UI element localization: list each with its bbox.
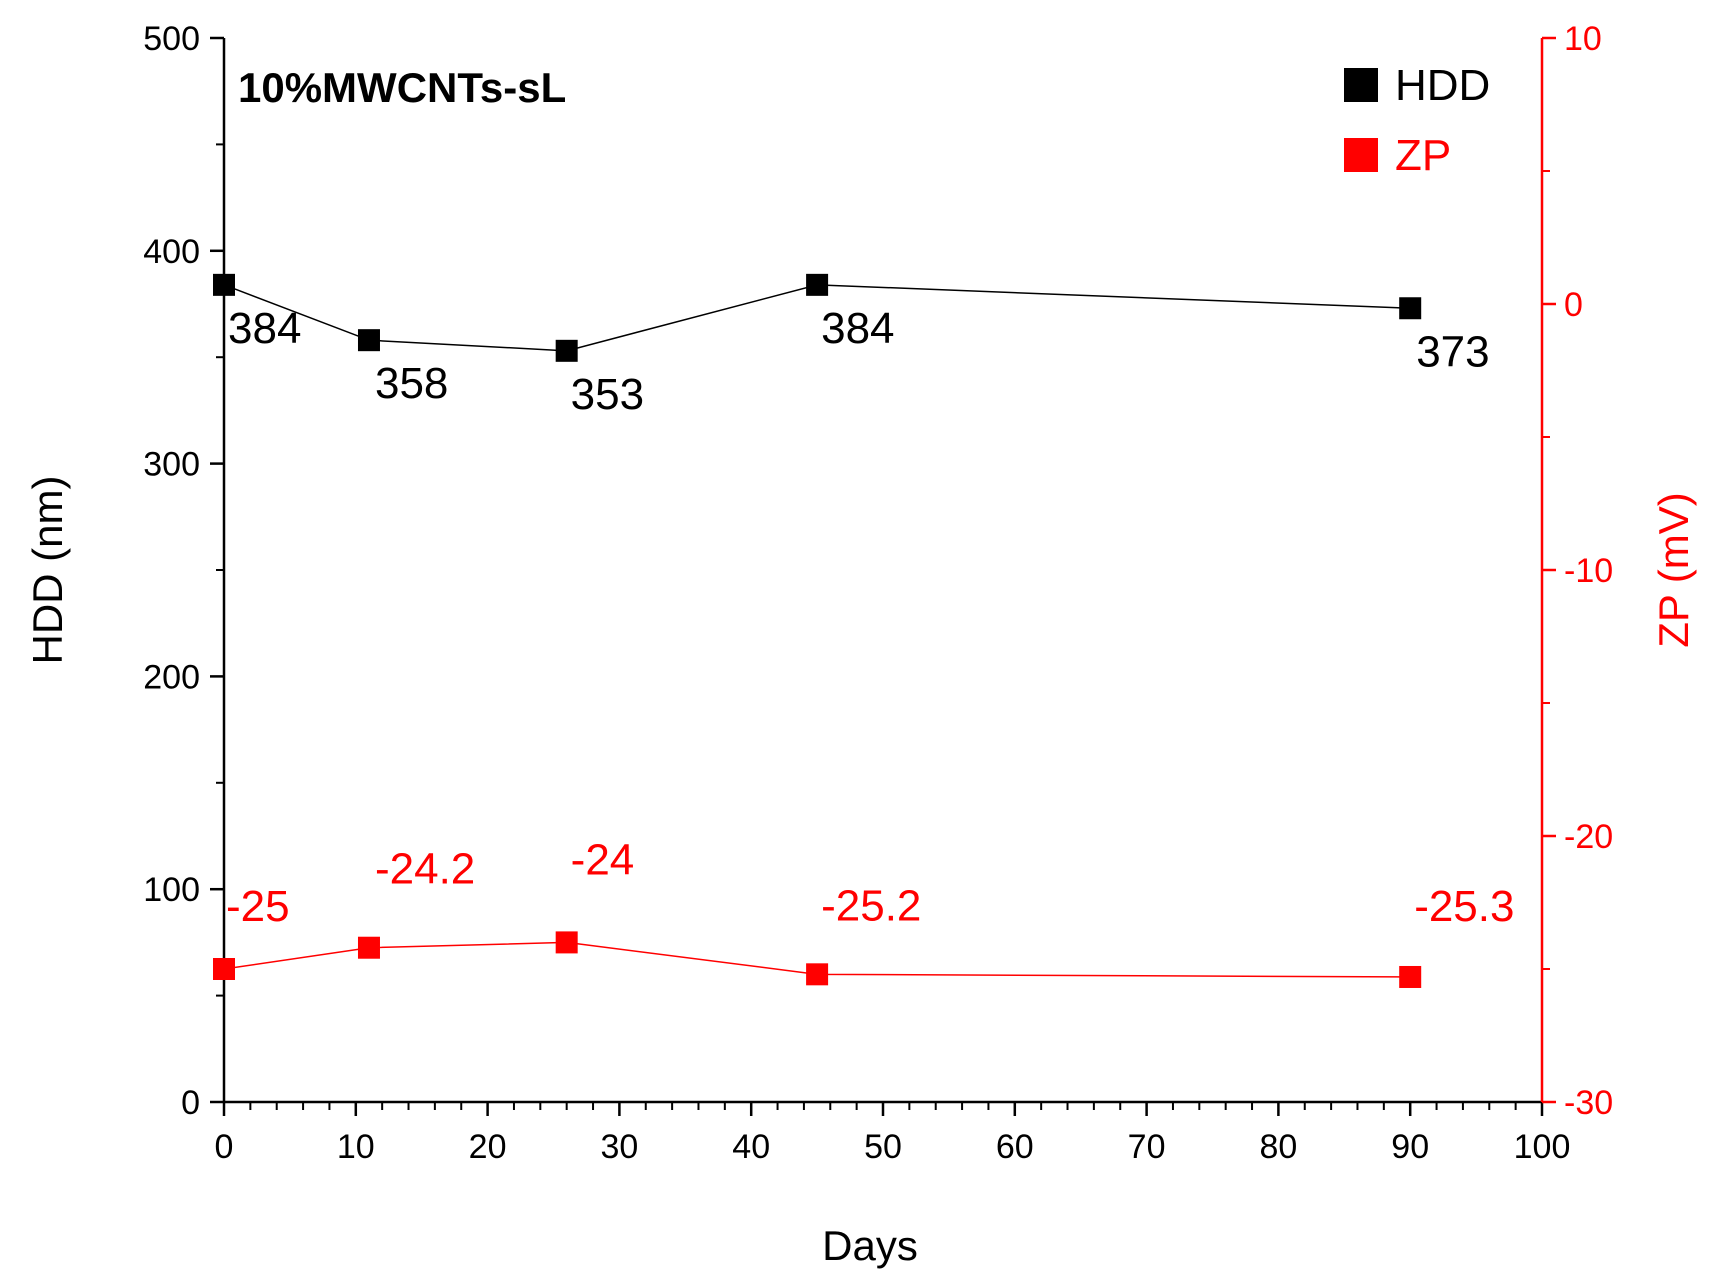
zp-data-label: -25.3 [1414,882,1514,931]
y-left-tick-label: 300 [143,446,200,484]
legend-zp-label: ZP [1395,131,1451,180]
hdd-marker [1399,297,1422,320]
hdd-data-label: 358 [375,359,448,408]
zp-marker [555,931,578,954]
x-tick-label: 50 [864,1128,902,1166]
zp-marker [806,963,829,986]
y-left-tick-label: 0 [181,1084,200,1122]
series-markers [213,273,1422,988]
x-tick-label: 0 [215,1128,234,1166]
zp-data-label: -25 [226,882,290,931]
x-tick-label: 10 [337,1128,375,1166]
data-labels: 384 358 353 384 373 -25 -24.2 -24 -25.2 -25.3 [226,304,1514,931]
zp-marker [213,958,235,980]
y-left-tick-label: 500 [143,20,200,58]
zp-data-label: -24 [571,835,635,884]
x-axis-title: Days [822,1222,918,1269]
x-tick-label: 80 [1259,1128,1297,1166]
x-tick-label: 90 [1391,1128,1429,1166]
hdd-data-label: 384 [821,304,894,353]
y-left-tick-label: 400 [143,233,200,271]
zp-data-label: -24.2 [375,845,475,894]
y-right-tick-label: -30 [1564,1084,1613,1122]
legend-hdd-swatch [1344,68,1378,102]
y-right-axis-title: ZP (mV) [1650,492,1697,648]
hdd-marker [806,273,829,296]
hdd-marker [357,329,380,352]
axes-group: 0 10 20 30 40 50 60 70 80 90 1000100200300400500-3… [143,20,1613,1166]
hdd-data-label: 373 [1416,327,1489,376]
y-right-tick-label: -20 [1564,818,1613,856]
y-left-axis-title: HDD (nm) [24,476,71,665]
x-tick-label: 60 [996,1128,1034,1166]
y-left-tick-label: 200 [143,658,200,696]
chart-title: 10%MWCNTs-sL [238,64,566,111]
y-right-tick-label: 10 [1564,20,1602,58]
x-tick-label: 70 [1128,1128,1166,1166]
legend: HDD ZP [1344,61,1490,180]
x-tick-label: 100 [1514,1128,1571,1166]
zp-data-label: -25.2 [821,881,921,930]
x-tick-label: 30 [600,1128,638,1166]
y-right-tick-label: 0 [1564,286,1583,324]
zp-marker [1399,965,1422,988]
x-tick-label: 20 [469,1128,507,1166]
x-tick-label: 40 [732,1128,770,1166]
hdd-marker [555,339,578,362]
legend-zp-swatch [1344,138,1378,172]
zp-marker [357,936,380,959]
legend-hdd-label: HDD [1395,61,1490,110]
hdd-marker [213,273,235,296]
y-left-tick-label: 100 [143,871,200,909]
hdd-data-label: 353 [571,370,644,419]
hdd-data-label: 384 [228,304,301,353]
y-right-tick-label: -10 [1564,552,1613,590]
